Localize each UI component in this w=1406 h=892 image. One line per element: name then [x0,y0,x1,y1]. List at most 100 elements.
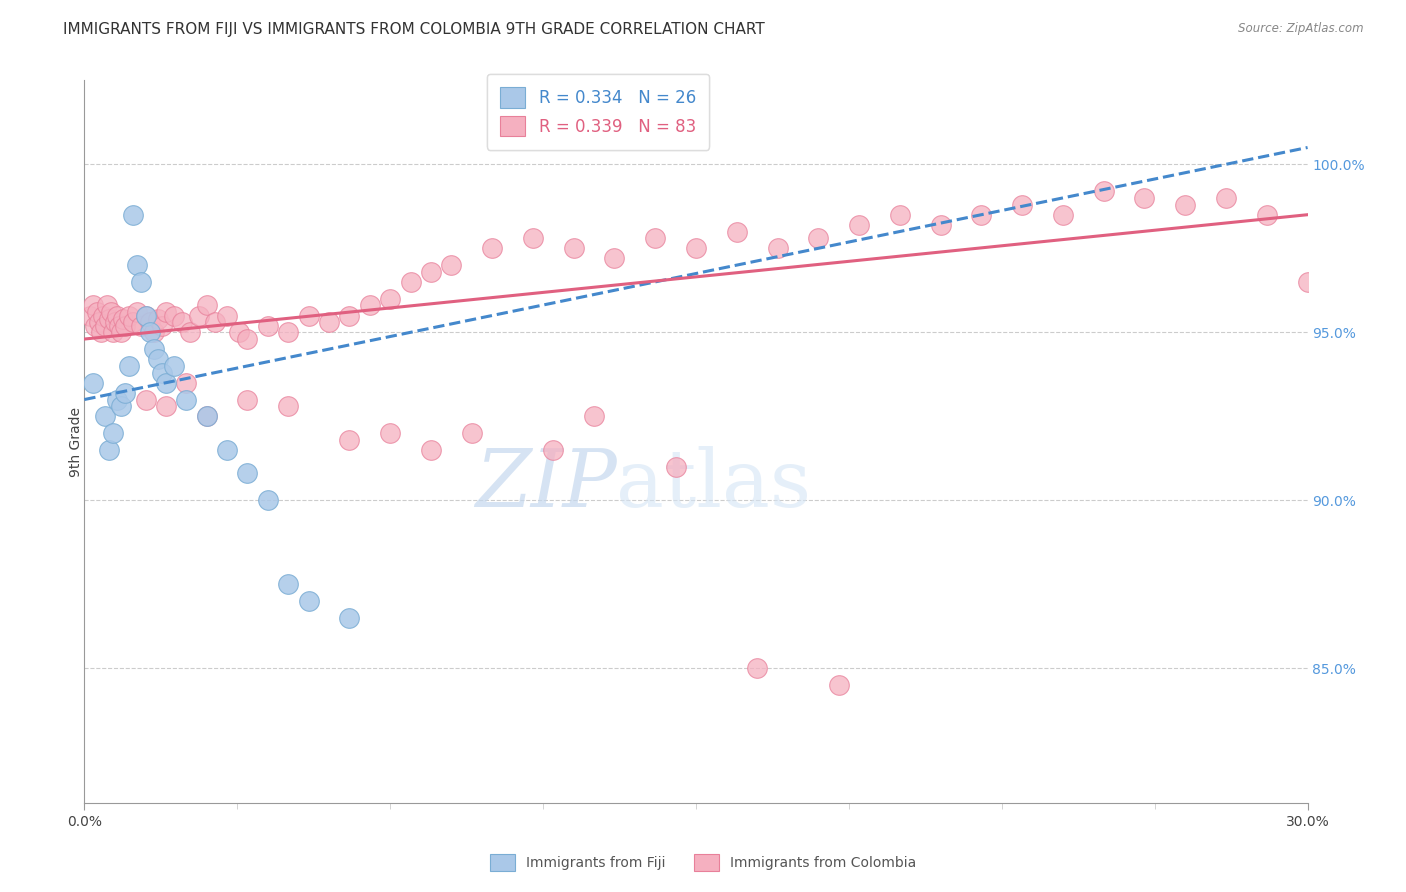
Point [481,241,503,255]
Point [138,315,160,329]
Point [131,275,153,289]
Point [163,359,186,373]
Point [1215,191,1237,205]
Point [179,326,201,340]
Point [583,409,606,424]
Text: atlas: atlas [616,446,811,524]
Point [118,359,141,373]
Point [318,315,340,329]
Point [135,309,157,323]
Point [228,326,250,340]
Point [399,275,422,289]
Text: IMMIGRANTS FROM FIJI VS IMMIGRANTS FROM COLOMBIA 9TH GRADE CORRELATION CHART: IMMIGRANTS FROM FIJI VS IMMIGRANTS FROM … [63,22,765,37]
Point [150,366,173,380]
Point [114,318,136,333]
Point [155,399,177,413]
Point [929,218,952,232]
Point [440,258,463,272]
Point [105,309,128,323]
Point [105,392,128,407]
Point [142,326,165,340]
Legend: R = 0.334   N = 26, R = 0.339   N = 83: R = 0.334 N = 26, R = 0.339 N = 83 [486,74,709,150]
Point [665,459,688,474]
Point [1011,197,1033,211]
Point [277,399,299,413]
Point [277,326,299,340]
Point [146,311,169,326]
Point [685,241,707,255]
Point [236,467,259,481]
Point [298,594,321,608]
Point [848,218,870,232]
Point [766,241,789,255]
Y-axis label: 9th Grade: 9th Grade [69,407,83,476]
Point [1296,275,1319,289]
Point [122,208,145,222]
Point [644,231,666,245]
Point [359,298,381,312]
Point [101,326,124,340]
Point [522,231,544,245]
Legend: Immigrants from Fiji, Immigrants from Colombia: Immigrants from Fiji, Immigrants from Co… [485,848,921,876]
Point [101,426,124,441]
Point [217,442,239,457]
Point [236,332,259,346]
Point [187,309,209,323]
Point [112,311,135,326]
Point [1256,208,1278,222]
Point [380,426,402,441]
Point [828,678,851,692]
Point [91,309,114,323]
Point [97,311,120,326]
Point [1092,184,1115,198]
Point [562,241,585,255]
Point [257,318,280,333]
Point [93,318,115,333]
Point [86,305,108,319]
Point [339,309,361,323]
Point [298,309,321,323]
Point [195,409,218,424]
Point [97,442,120,457]
Point [217,309,239,323]
Point [747,661,769,675]
Point [118,309,141,323]
Point [100,305,122,319]
Point [277,577,299,591]
Point [122,315,145,329]
Point [420,442,443,457]
Point [1133,191,1156,205]
Point [970,208,993,222]
Point [135,392,157,407]
Point [110,326,132,340]
Text: Source: ZipAtlas.com: Source: ZipAtlas.com [1239,22,1364,36]
Point [90,326,112,340]
Point [127,305,149,319]
Point [155,376,177,390]
Point [380,292,402,306]
Point [82,298,104,312]
Point [146,352,169,367]
Point [204,315,226,329]
Point [104,315,127,329]
Point [79,309,101,323]
Point [83,318,105,333]
Point [96,298,118,312]
Point [236,392,259,407]
Point [127,258,149,272]
Point [138,326,160,340]
Point [1052,208,1074,222]
Point [135,309,157,323]
Point [603,252,626,266]
Point [461,426,484,441]
Point [93,409,115,424]
Point [174,392,197,407]
Point [807,231,830,245]
Point [87,315,110,329]
Point [1174,197,1197,211]
Point [82,376,104,390]
Point [339,433,361,447]
Point [150,318,173,333]
Point [725,225,748,239]
Point [110,399,132,413]
